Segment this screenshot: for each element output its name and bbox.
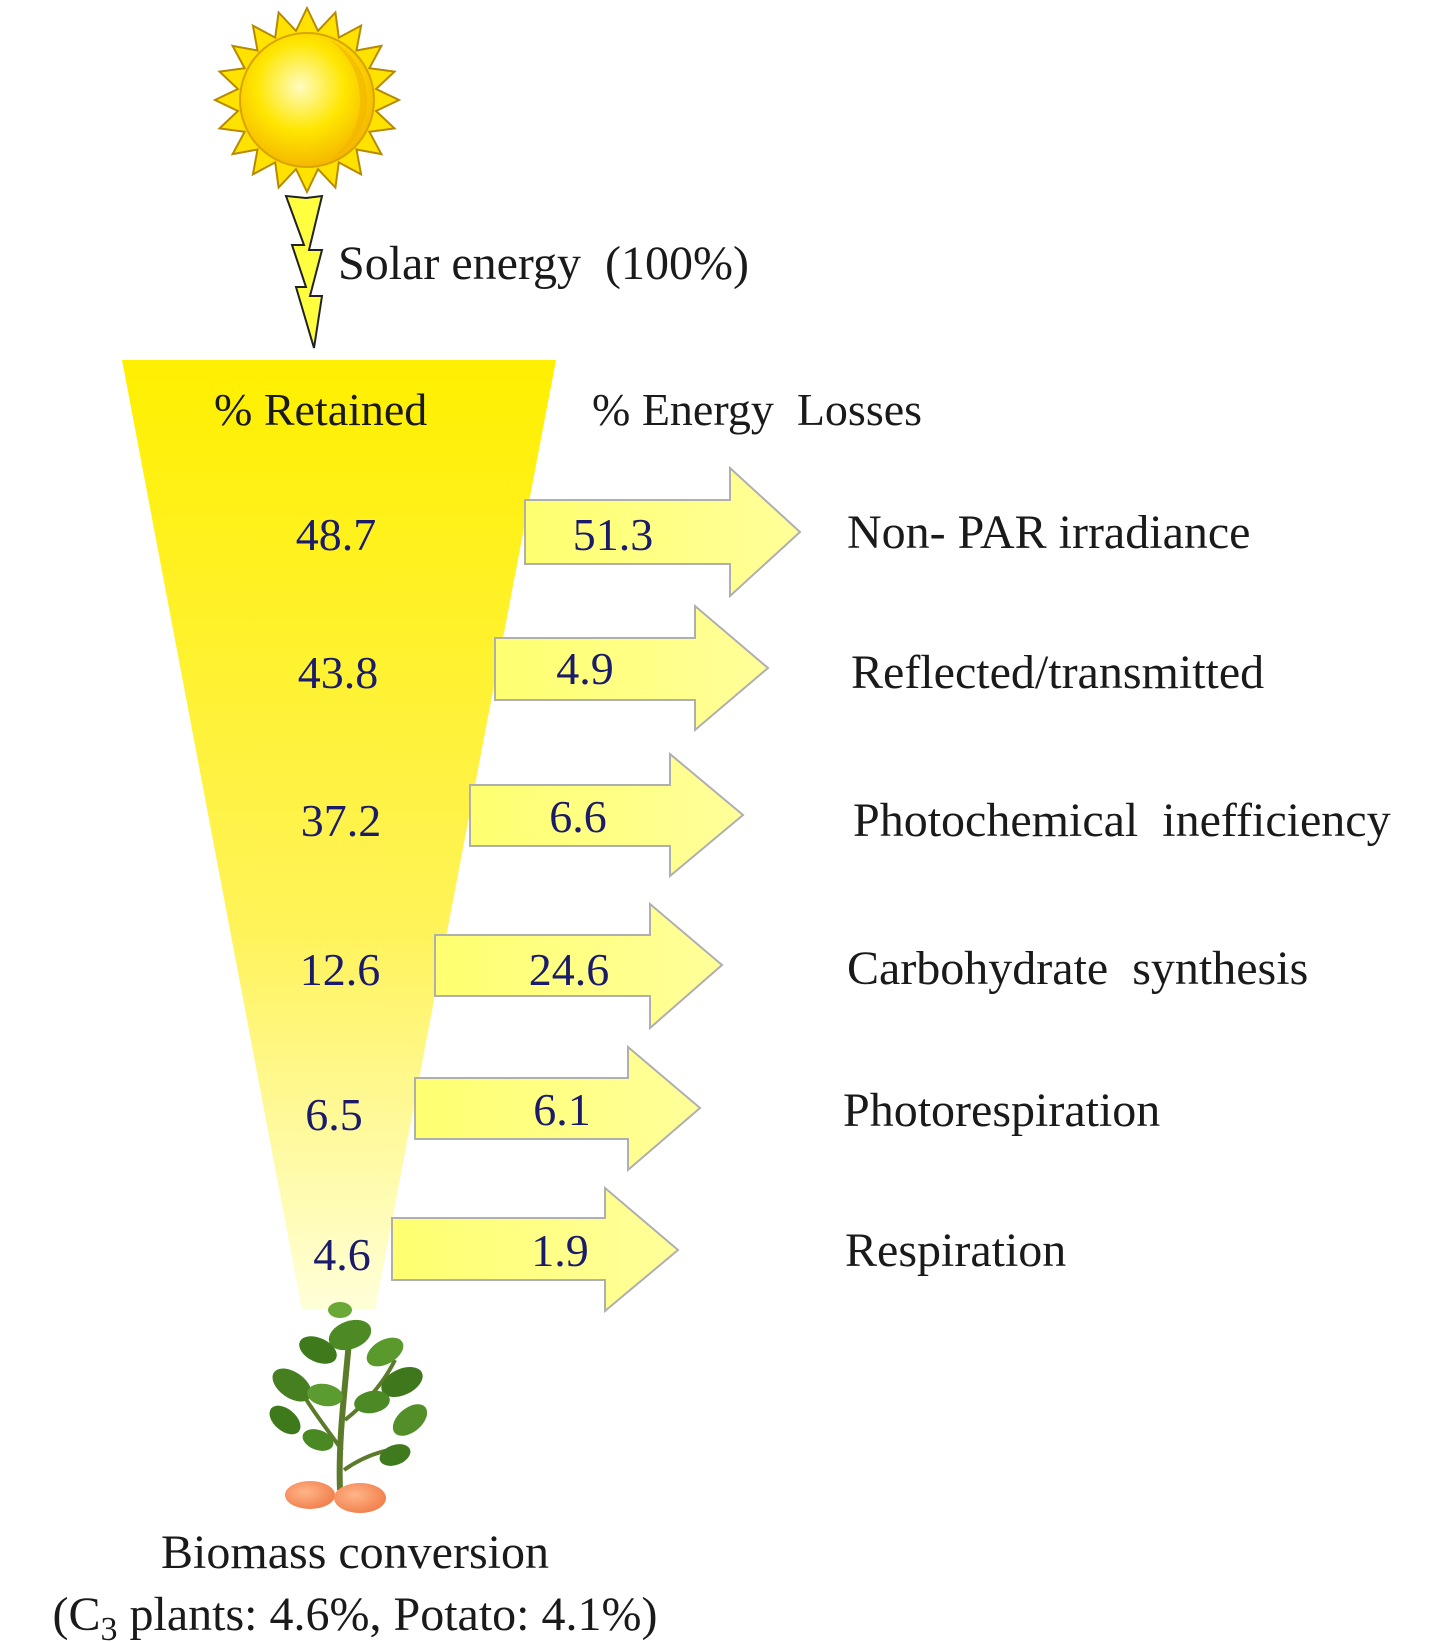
note-prefix: (C [53,1588,101,1641]
loss-value: 24.6 [529,944,610,995]
retained-value: 12.6 [300,944,381,995]
process-label: Photochemical inefficiency [853,794,1391,847]
biomass-conversion-note: (C3 plants: 4.6%, Potato: 4.1%) [53,1588,658,1642]
loss-value: 6.1 [533,1084,591,1135]
loss-arrow [469,751,745,879]
solar-energy-label: Solar energy (100%) [338,237,749,290]
note-subscript: 3 [101,1611,118,1642]
retained-header: % Retained [214,384,427,435]
note-suffix: plants: 4.6%, Potato: 4.1%) [118,1588,658,1641]
process-label: Respiration [845,1224,1066,1277]
process-label: Photorespiration [843,1084,1160,1137]
sun-icon [212,5,402,195]
loss-value: 51.3 [573,509,654,560]
loss-arrow [524,465,802,599]
process-label: Reflected/transmitted [851,646,1264,699]
retained-energy-funnel [122,360,556,1310]
biomass-conversion-label: Biomass conversion [161,1526,549,1579]
loss-step: 6.5 6.1 Photorespiration [305,1044,1160,1173]
lightning-bolt-icon [284,194,324,349]
energy-losses-header: % Energy Losses [592,384,922,435]
loss-step: 4.6 1.9 Respiration [313,1185,1066,1314]
loss-arrow [414,1044,702,1173]
loss-arrow [494,603,770,733]
loss-step: 48.7 51.3 Non- PAR irradiance [296,465,1250,599]
potato-plant-icon [269,1302,428,1513]
retained-value: 48.7 [296,509,377,560]
loss-arrow [434,901,724,1031]
retained-value: 37.2 [301,795,382,846]
retained-value: 43.8 [298,647,379,698]
loss-value: 1.9 [531,1225,589,1276]
process-label: Non- PAR irradiance [847,506,1250,559]
loss-arrow [391,1185,680,1314]
loss-value: 6.6 [549,791,607,842]
loss-step: 12.6 24.6 Carbohydrate synthesis [300,901,1308,1031]
retained-value: 4.6 [313,1229,371,1280]
loss-value: 4.9 [556,643,614,694]
retained-value: 6.5 [305,1089,363,1140]
loss-step: 37.2 6.6 Photochemical inefficiency [301,751,1391,879]
loss-step: 43.8 4.9 Reflected/transmitted [298,603,1264,733]
process-label: Carbohydrate synthesis [847,942,1308,995]
